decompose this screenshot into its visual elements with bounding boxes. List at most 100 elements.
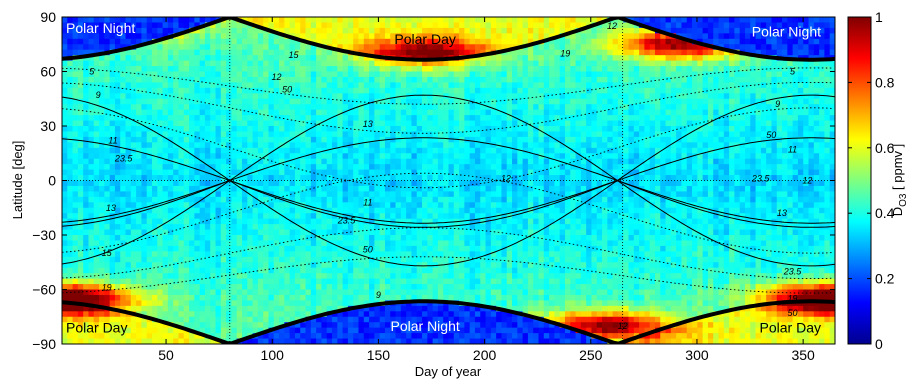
- heatmap-cell: [453, 71, 460, 78]
- heatmap-cell: [173, 49, 180, 56]
- heatmap-cell: [125, 294, 132, 301]
- heatmap-cell: [77, 305, 84, 312]
- heatmap-cell: [411, 17, 418, 24]
- heatmap-cell: [480, 251, 487, 258]
- heatmap-cell: [422, 49, 428, 56]
- heatmap-cell: [490, 82, 497, 89]
- heatmap-cell: [231, 38, 238, 45]
- heatmap-cell: [77, 66, 84, 73]
- heatmap-cell: [141, 333, 148, 340]
- heatmap-cell: [93, 191, 100, 198]
- heatmap-cell: [62, 224, 68, 231]
- heatmap-cell: [416, 164, 423, 171]
- heatmap-cell: [390, 185, 397, 192]
- heatmap-cell: [437, 311, 444, 318]
- heatmap-cell: [459, 175, 465, 182]
- heatmap-cell: [173, 333, 180, 340]
- heatmap-cell: [247, 115, 254, 122]
- heatmap-cell: [136, 131, 143, 138]
- heatmap-cell: [443, 131, 450, 138]
- heatmap-cell: [464, 180, 471, 187]
- heatmap-cell: [83, 164, 90, 171]
- heatmap-cell: [294, 305, 301, 312]
- heatmap-cell: [152, 322, 158, 329]
- heatmap-cell: [204, 256, 211, 263]
- heatmap-cell: [395, 142, 402, 149]
- heatmap-cell: [326, 262, 333, 269]
- heatmap-cell: [279, 44, 285, 51]
- heatmap-cell: [347, 327, 354, 334]
- heatmap-cell: [406, 327, 413, 334]
- heatmap-cell: [353, 17, 360, 24]
- heatmap-cell: [416, 240, 423, 247]
- heatmap-cell: [326, 131, 333, 138]
- heatmap-cell: [215, 131, 222, 138]
- heatmap-cell: [406, 207, 413, 214]
- heatmap-cell: [358, 60, 365, 67]
- heatmap-cell: [406, 164, 413, 171]
- heatmap-cell: [231, 294, 238, 301]
- heatmap-cell: [242, 98, 248, 105]
- heatmap-cell: [141, 55, 148, 62]
- heatmap-cell: [104, 207, 111, 214]
- heatmap-cell: [411, 115, 418, 122]
- heatmap-cell: [77, 322, 84, 329]
- heatmap-cell: [252, 191, 259, 198]
- heatmap-cell: [294, 262, 301, 269]
- heatmap-cell: [183, 169, 190, 176]
- heatmap-cell: [294, 245, 301, 252]
- heatmap-cell: [83, 71, 90, 78]
- heatmap-cell: [443, 38, 450, 45]
- heatmap-cell: [252, 120, 259, 127]
- heatmap-cell: [427, 235, 434, 242]
- heatmap-cell: [204, 82, 211, 89]
- heatmap-cell: [167, 17, 174, 24]
- heatmap-cell: [114, 191, 121, 198]
- heatmap-cell: [167, 245, 174, 252]
- heatmap-cell: [62, 322, 68, 329]
- heatmap-cell: [152, 158, 158, 165]
- heatmap-cell: [337, 115, 344, 122]
- heatmap-cell: [305, 251, 312, 258]
- heatmap-cell: [496, 262, 503, 269]
- heatmap-cell: [326, 120, 333, 127]
- heatmap-cell: [416, 191, 423, 198]
- heatmap-cell: [130, 76, 137, 83]
- heatmap-cell: [247, 196, 254, 203]
- heatmap-cell: [141, 294, 148, 301]
- heatmap-cell: [379, 180, 386, 187]
- heatmap-cell: [300, 333, 307, 340]
- heatmap-cell: [268, 278, 275, 285]
- heatmap-cell: [279, 180, 285, 187]
- heatmap-cell: [353, 196, 360, 203]
- heatmap-cell: [469, 191, 476, 198]
- heatmap-cell: [125, 153, 132, 160]
- heatmap-cell: [432, 98, 439, 105]
- heatmap-cell: [220, 27, 227, 34]
- heatmap-cell: [215, 120, 222, 127]
- heatmap-cell: [337, 27, 344, 34]
- heatmap-cell: [114, 316, 121, 323]
- heatmap-cell: [374, 240, 381, 247]
- heatmap-cell: [120, 229, 127, 236]
- heatmap-cell: [316, 104, 323, 111]
- heatmap-cell: [157, 294, 164, 301]
- heatmap-cell: [337, 196, 344, 203]
- heatmap-cell: [305, 305, 312, 312]
- heatmap-cell: [136, 71, 143, 78]
- heatmap-cell: [136, 256, 143, 263]
- heatmap-cell: [316, 245, 323, 252]
- heatmap-cell: [300, 82, 307, 89]
- heatmap-cell: [88, 44, 95, 51]
- heatmap-cell: [136, 164, 143, 171]
- heatmap-cell: [437, 327, 444, 334]
- heatmap-cell: [347, 300, 354, 307]
- heatmap-cell: [390, 44, 397, 51]
- heatmap-cell: [305, 164, 312, 171]
- heatmap-cell: [390, 27, 397, 34]
- heatmap-cell: [390, 87, 397, 94]
- heatmap-cell: [99, 327, 105, 334]
- heatmap-cell: [316, 235, 323, 242]
- heatmap-cell: [374, 98, 381, 105]
- heatmap-cell: [294, 322, 301, 329]
